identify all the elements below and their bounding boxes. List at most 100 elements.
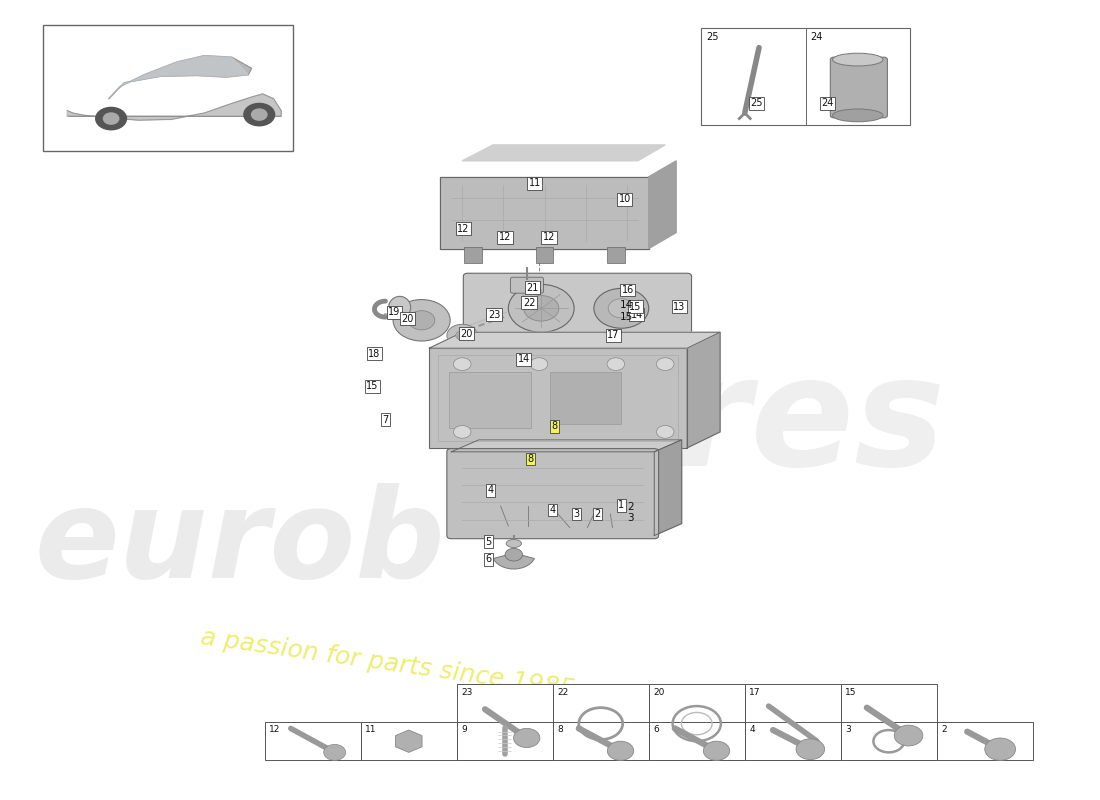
Bar bbox=[840, 684, 937, 760]
Text: 7: 7 bbox=[383, 415, 388, 425]
Circle shape bbox=[447, 324, 477, 346]
Circle shape bbox=[608, 298, 635, 318]
Bar bbox=[550, 372, 622, 424]
Text: 8: 8 bbox=[527, 454, 534, 464]
Text: 12: 12 bbox=[270, 726, 280, 734]
Circle shape bbox=[96, 107, 126, 130]
Text: 23: 23 bbox=[488, 310, 501, 320]
Circle shape bbox=[524, 295, 559, 321]
Circle shape bbox=[323, 744, 345, 760]
Text: 22: 22 bbox=[557, 688, 569, 697]
Circle shape bbox=[594, 288, 649, 328]
Polygon shape bbox=[451, 440, 682, 452]
FancyBboxPatch shape bbox=[510, 278, 543, 293]
Text: 8: 8 bbox=[557, 726, 563, 734]
Bar bbox=[552, 722, 649, 760]
Bar bbox=[702, 28, 910, 125]
Polygon shape bbox=[67, 94, 282, 120]
Bar bbox=[265, 722, 361, 760]
Text: 4: 4 bbox=[487, 485, 494, 495]
Text: 3: 3 bbox=[573, 509, 580, 519]
Polygon shape bbox=[429, 332, 720, 348]
Text: 25: 25 bbox=[750, 98, 762, 109]
Text: 2
3: 2 3 bbox=[627, 502, 634, 523]
Text: 2: 2 bbox=[942, 726, 947, 734]
Text: 11: 11 bbox=[365, 726, 376, 734]
Bar bbox=[745, 722, 840, 760]
Circle shape bbox=[607, 742, 634, 760]
Text: 5: 5 bbox=[485, 537, 492, 547]
FancyBboxPatch shape bbox=[447, 449, 659, 538]
Circle shape bbox=[514, 728, 540, 747]
Text: 20: 20 bbox=[653, 688, 664, 697]
Polygon shape bbox=[462, 145, 666, 161]
Bar bbox=[43, 26, 294, 151]
Polygon shape bbox=[649, 161, 676, 249]
Text: 10: 10 bbox=[618, 194, 630, 204]
Bar bbox=[438, 354, 679, 442]
Bar bbox=[536, 247, 553, 263]
Bar bbox=[449, 372, 531, 428]
Text: 6: 6 bbox=[653, 726, 659, 734]
Polygon shape bbox=[440, 177, 649, 249]
Text: 25: 25 bbox=[706, 33, 718, 42]
Text: 1: 1 bbox=[618, 500, 625, 510]
Bar bbox=[361, 722, 456, 760]
FancyBboxPatch shape bbox=[830, 57, 888, 118]
Polygon shape bbox=[688, 332, 720, 448]
Text: 8: 8 bbox=[551, 422, 558, 431]
Polygon shape bbox=[109, 56, 252, 98]
Circle shape bbox=[984, 738, 1015, 760]
Bar bbox=[649, 722, 745, 760]
Bar bbox=[464, 247, 482, 263]
Circle shape bbox=[657, 358, 674, 370]
Bar bbox=[552, 684, 649, 760]
FancyBboxPatch shape bbox=[463, 274, 692, 343]
Polygon shape bbox=[654, 440, 682, 535]
Text: 4: 4 bbox=[749, 726, 755, 734]
Text: 16: 16 bbox=[621, 285, 634, 295]
Text: 2: 2 bbox=[594, 509, 601, 519]
Bar bbox=[607, 247, 625, 263]
Text: a passion for parts since 1985: a passion for parts since 1985 bbox=[199, 625, 576, 702]
Text: 18: 18 bbox=[368, 349, 381, 358]
Text: eurob: eurob bbox=[34, 483, 446, 604]
Circle shape bbox=[703, 742, 729, 760]
Circle shape bbox=[453, 358, 471, 370]
Bar bbox=[429, 348, 688, 448]
Circle shape bbox=[607, 358, 625, 370]
Bar bbox=[840, 722, 937, 760]
Text: 19: 19 bbox=[388, 307, 400, 318]
Ellipse shape bbox=[506, 539, 521, 547]
Circle shape bbox=[505, 548, 522, 561]
Text: 12: 12 bbox=[498, 232, 512, 242]
Text: 13: 13 bbox=[673, 302, 685, 312]
Circle shape bbox=[894, 726, 923, 746]
Text: 9: 9 bbox=[461, 726, 466, 734]
Text: 17: 17 bbox=[749, 688, 760, 697]
Text: 15: 15 bbox=[845, 688, 857, 697]
Circle shape bbox=[657, 426, 674, 438]
Circle shape bbox=[455, 330, 469, 340]
Text: 14: 14 bbox=[517, 354, 530, 364]
Circle shape bbox=[103, 113, 119, 124]
Bar bbox=[649, 684, 745, 760]
Text: 20: 20 bbox=[461, 329, 473, 339]
Text: 11: 11 bbox=[528, 178, 541, 188]
Bar bbox=[456, 684, 552, 760]
Text: 15: 15 bbox=[629, 302, 641, 312]
Text: 3: 3 bbox=[845, 726, 851, 734]
Text: 21: 21 bbox=[526, 282, 539, 293]
Text: 6: 6 bbox=[485, 554, 492, 565]
Text: 12: 12 bbox=[542, 232, 556, 242]
Circle shape bbox=[508, 285, 574, 332]
Text: ares: ares bbox=[572, 350, 945, 498]
Circle shape bbox=[530, 358, 548, 370]
Bar bbox=[937, 722, 1033, 760]
Circle shape bbox=[408, 310, 435, 330]
Text: 20: 20 bbox=[402, 314, 414, 324]
Text: 14: 14 bbox=[630, 310, 642, 320]
Circle shape bbox=[252, 109, 267, 120]
Circle shape bbox=[393, 299, 450, 341]
Text: 24: 24 bbox=[810, 33, 823, 42]
